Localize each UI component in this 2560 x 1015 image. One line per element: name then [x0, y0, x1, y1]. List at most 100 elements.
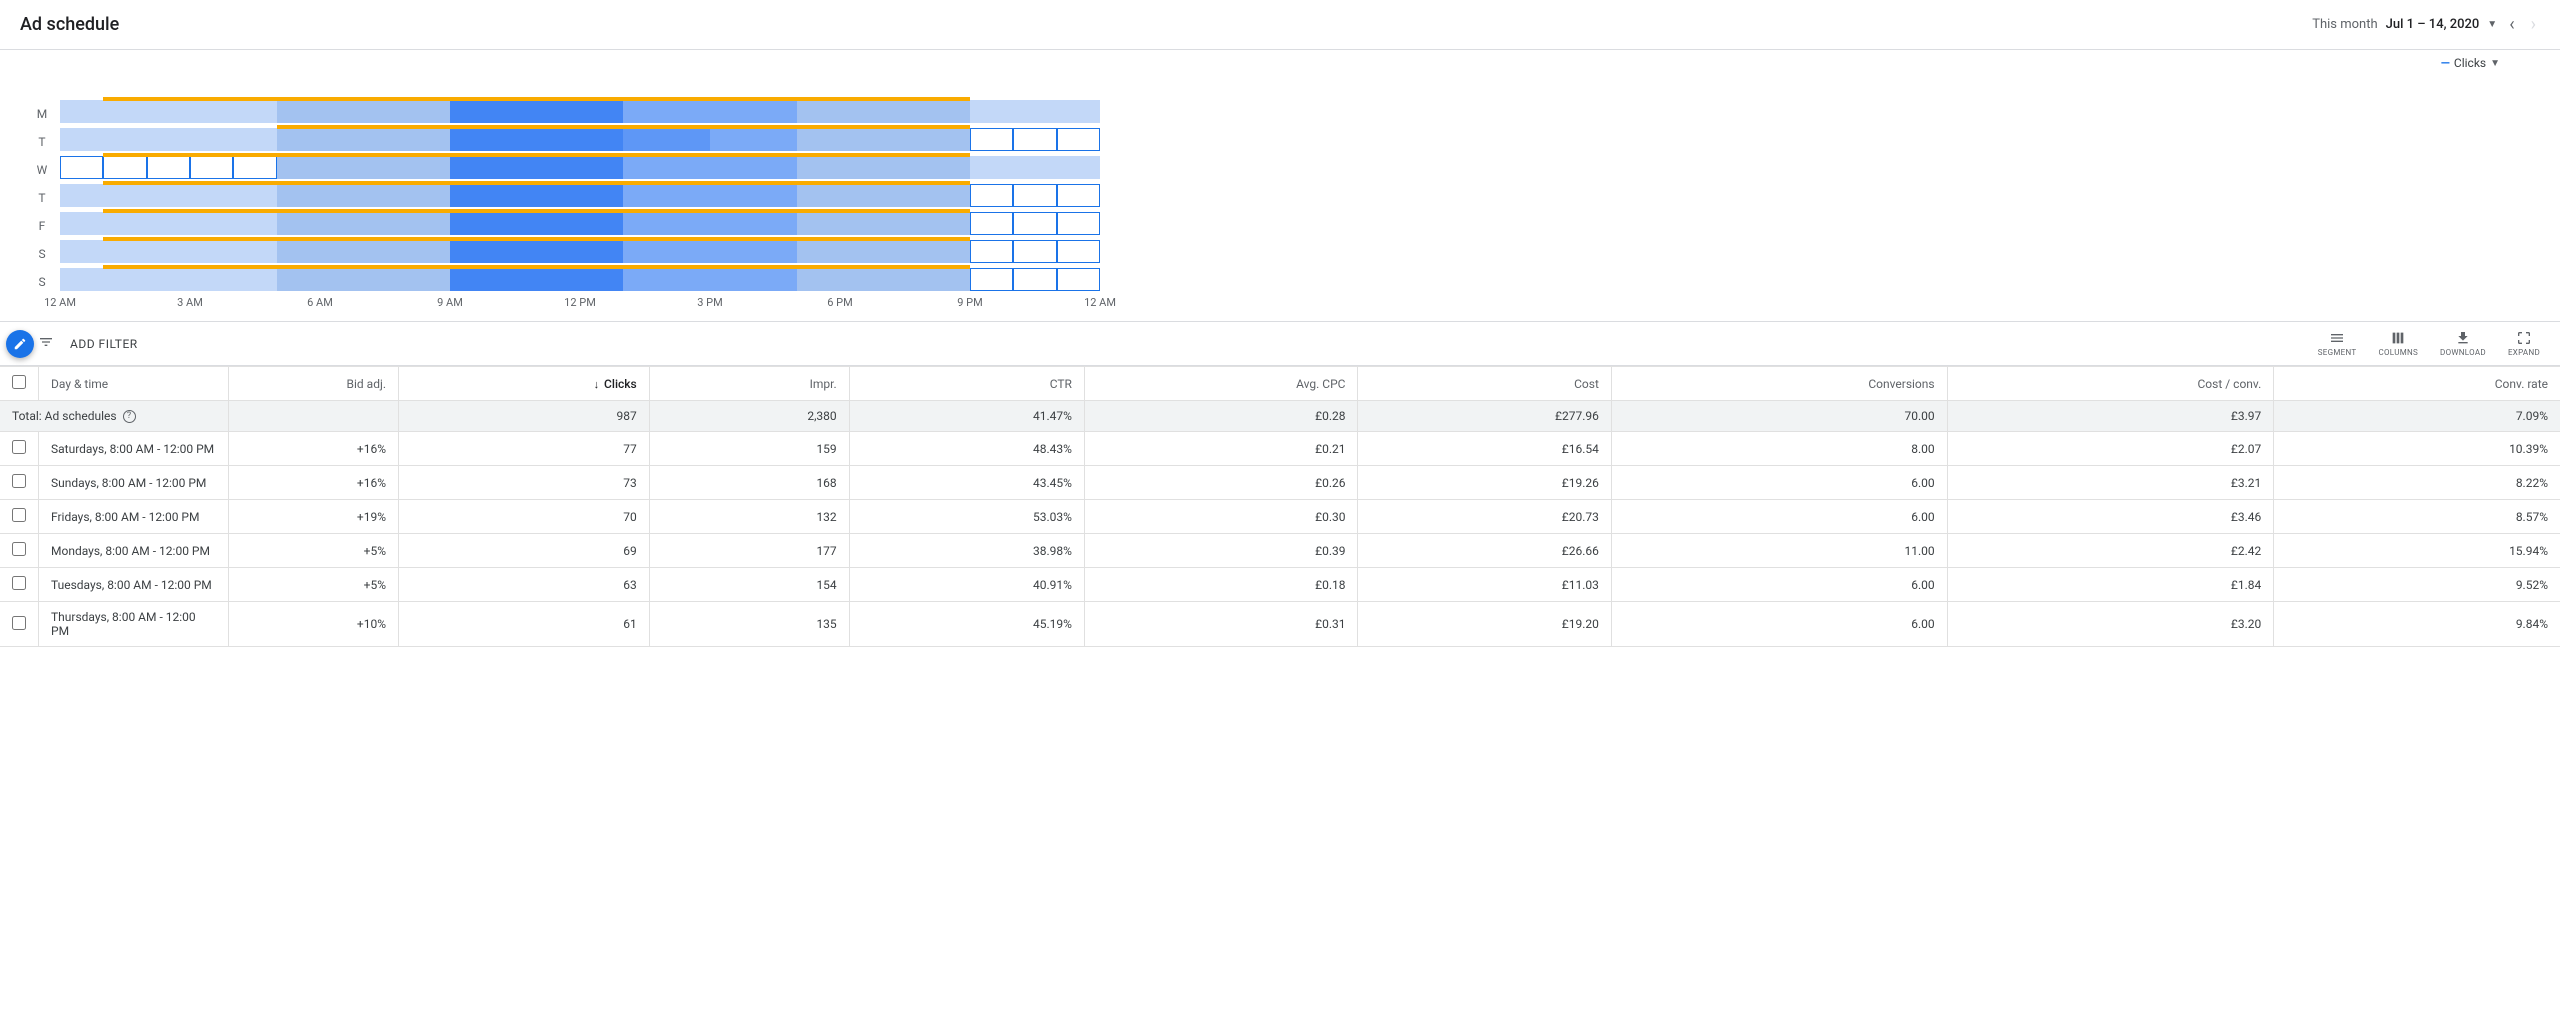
heatmap-cell[interactable]	[1013, 268, 1056, 291]
heatmap-cell[interactable]	[1013, 184, 1056, 207]
heatmap-cell[interactable]	[927, 268, 970, 291]
column-header[interactable]: ↓ Clicks	[399, 367, 650, 401]
row-checkbox[interactable]	[12, 576, 26, 590]
heatmap-cell[interactable]	[103, 212, 146, 235]
heatmap-cell[interactable]	[710, 212, 753, 235]
heatmap-cell[interactable]	[407, 184, 450, 207]
heatmap-cell[interactable]	[537, 156, 580, 179]
heatmap-cell[interactable]	[147, 128, 190, 151]
heatmap-cell[interactable]	[233, 184, 276, 207]
heatmap-cell[interactable]	[970, 100, 1013, 123]
heatmap-cell[interactable]	[623, 100, 666, 123]
heatmap-cell[interactable]	[363, 268, 406, 291]
heatmap-cell[interactable]	[1057, 212, 1100, 235]
heatmap-cell[interactable]	[970, 128, 1013, 151]
heatmap-cell[interactable]	[1057, 184, 1100, 207]
heatmap-cell[interactable]	[450, 128, 493, 151]
heatmap-cell[interactable]	[493, 100, 536, 123]
heatmap-cell[interactable]	[667, 100, 710, 123]
heatmap-cell[interactable]	[493, 156, 536, 179]
columns-button[interactable]: COLUMNS	[2379, 330, 2419, 357]
row-checkbox[interactable]	[12, 440, 26, 454]
heatmap-cell[interactable]	[623, 240, 666, 263]
heatmap-cell[interactable]	[710, 156, 753, 179]
heatmap-cell[interactable]	[407, 100, 450, 123]
heatmap-cell[interactable]	[147, 268, 190, 291]
heatmap-cell[interactable]	[277, 184, 320, 207]
heatmap-cell[interactable]	[407, 156, 450, 179]
filter-icon[interactable]	[38, 334, 54, 354]
heatmap-cell[interactable]	[797, 268, 840, 291]
heatmap-cell[interactable]	[103, 156, 146, 179]
heatmap-cell[interactable]	[667, 156, 710, 179]
heatmap-cell[interactable]	[103, 100, 146, 123]
column-header[interactable]: Impr.	[649, 367, 849, 401]
heatmap-cell[interactable]	[537, 184, 580, 207]
heatmap-cell[interactable]	[580, 212, 623, 235]
row-checkbox[interactable]	[12, 616, 26, 630]
heatmap-cell[interactable]	[407, 212, 450, 235]
heatmap-cell[interactable]	[233, 156, 276, 179]
heatmap-cell[interactable]	[147, 156, 190, 179]
heatmap-cell[interactable]	[623, 268, 666, 291]
heatmap-cell[interactable]	[493, 268, 536, 291]
heatmap-cell[interactable]	[320, 240, 363, 263]
heatmap-cell[interactable]	[60, 212, 103, 235]
heatmap-cell[interactable]	[60, 184, 103, 207]
heatmap-cell[interactable]	[840, 212, 883, 235]
heatmap-cell[interactable]	[60, 100, 103, 123]
heatmap-cell[interactable]	[450, 156, 493, 179]
heatmap-cell[interactable]	[970, 212, 1013, 235]
heatmap-cell[interactable]	[710, 240, 753, 263]
heatmap-cell[interactable]	[363, 128, 406, 151]
heatmap-cell[interactable]	[883, 100, 926, 123]
heatmap-cell[interactable]	[927, 100, 970, 123]
heatmap-cell[interactable]	[883, 128, 926, 151]
heatmap-cell[interactable]	[840, 268, 883, 291]
heatmap-cell[interactable]	[103, 184, 146, 207]
heatmap-cell[interactable]	[190, 240, 233, 263]
heatmap-cell[interactable]	[60, 268, 103, 291]
heatmap-cell[interactable]	[493, 184, 536, 207]
heatmap-cell[interactable]	[190, 184, 233, 207]
heatmap-cell[interactable]	[710, 268, 753, 291]
heatmap-cell[interactable]	[277, 100, 320, 123]
heatmap-cell[interactable]	[450, 212, 493, 235]
heatmap-cell[interactable]	[753, 128, 796, 151]
heatmap-cell[interactable]	[147, 100, 190, 123]
heatmap-cell[interactable]	[753, 240, 796, 263]
heatmap-cell[interactable]	[147, 212, 190, 235]
heatmap-cell[interactable]	[277, 128, 320, 151]
heatmap-cell[interactable]	[147, 240, 190, 263]
help-icon[interactable]: ?	[123, 410, 136, 423]
heatmap-cell[interactable]	[710, 184, 753, 207]
heatmap-cell[interactable]	[363, 156, 406, 179]
heatmap-cell[interactable]	[1013, 240, 1056, 263]
heatmap-cell[interactable]	[277, 240, 320, 263]
heatmap-cell[interactable]	[883, 212, 926, 235]
heatmap-cell[interactable]	[320, 128, 363, 151]
heatmap-cell[interactable]	[407, 240, 450, 263]
heatmap-cell[interactable]	[1057, 240, 1100, 263]
heatmap-cell[interactable]	[580, 128, 623, 151]
heatmap-cell[interactable]	[883, 184, 926, 207]
heatmap-cell[interactable]	[233, 240, 276, 263]
heatmap-cell[interactable]	[710, 128, 753, 151]
column-header[interactable]: Bid adj.	[229, 367, 399, 401]
row-checkbox[interactable]	[12, 508, 26, 522]
date-next-button[interactable]: ›	[2527, 10, 2540, 39]
column-header[interactable]: Avg. CPC	[1084, 367, 1358, 401]
heatmap-cell[interactable]	[233, 128, 276, 151]
heatmap-cell[interactable]	[277, 268, 320, 291]
heatmap-cell[interactable]	[407, 268, 450, 291]
heatmap-cell[interactable]	[753, 100, 796, 123]
heatmap-cell[interactable]	[103, 240, 146, 263]
heatmap-cell[interactable]	[840, 128, 883, 151]
heatmap-cell[interactable]	[970, 240, 1013, 263]
heatmap-cell[interactable]	[363, 240, 406, 263]
heatmap-cell[interactable]	[60, 128, 103, 151]
segment-button[interactable]: SEGMENT	[2318, 330, 2357, 357]
edit-fab-button[interactable]	[6, 330, 34, 358]
heatmap-cell[interactable]	[753, 212, 796, 235]
heatmap-cell[interactable]	[190, 156, 233, 179]
